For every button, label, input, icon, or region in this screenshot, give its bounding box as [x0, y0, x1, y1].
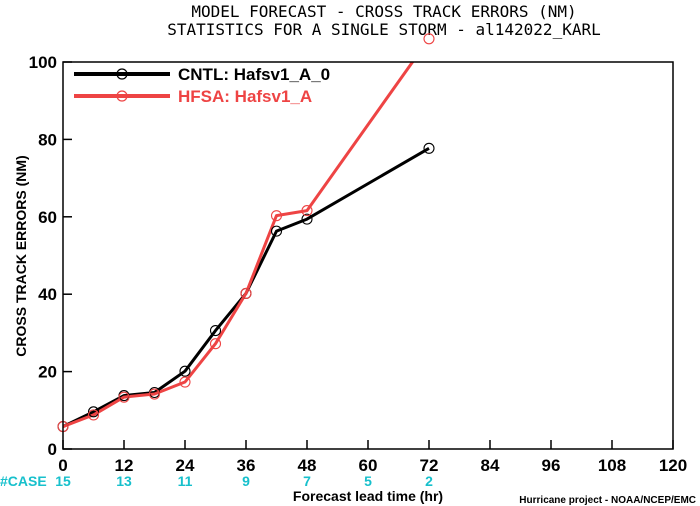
chart-title-line2: STATISTICS FOR A SINGLE STORM - al142022…: [167, 20, 600, 39]
x-tick-label: 120: [659, 456, 687, 475]
x-tick-label: 108: [598, 456, 626, 475]
series-line-cntl: [63, 147, 430, 428]
y-tick-label: 80: [38, 130, 57, 149]
case-count: 9: [242, 473, 250, 489]
x-tick-label: 12: [115, 456, 134, 475]
chart-title-line1: MODEL FORECAST - CROSS TRACK ERRORS (NM): [191, 2, 576, 21]
x-tick-label: 96: [542, 456, 561, 475]
plot-frame: [62, 61, 674, 450]
x-tick-label: 60: [359, 456, 378, 475]
case-count-row: #CASE 15 13 11 9 7 5 2: [0, 473, 433, 489]
data-point-cntl: [301, 213, 313, 225]
case-label: #CASE: [0, 473, 47, 489]
series-line-hfsa: [63, 62, 415, 429]
y-tick-label: 40: [38, 285, 57, 304]
x-tick-label: 36: [237, 456, 256, 475]
y-tick-label: 100: [29, 53, 57, 72]
x-axis-ticks: 0 12 24 36 48 60 72 84 96 108 120: [58, 440, 687, 475]
x-tick-label: 0: [58, 456, 67, 475]
case-count: 5: [364, 473, 372, 489]
legend-marker-cntl: [116, 68, 128, 80]
data-point-hfsa: [240, 287, 252, 299]
x-tick-label: 48: [298, 456, 317, 475]
y-tick-label: 60: [38, 208, 57, 227]
data-point-hfsa: [148, 388, 161, 400]
case-count: 15: [55, 473, 71, 489]
legend-label-hfsa: HFSA: Hafsv1_A: [178, 87, 312, 106]
series-layer: [63, 62, 430, 429]
x-tick-label: 72: [420, 456, 439, 475]
data-point-hfsa: [423, 33, 435, 45]
case-count: 11: [178, 473, 193, 489]
y-tick-label: 20: [38, 363, 57, 382]
data-point-cntl: [179, 365, 191, 377]
x-tick-label: 24: [176, 456, 195, 475]
case-count: 7: [303, 473, 311, 489]
data-point-cntl: [87, 406, 100, 418]
data-point-hfsa: [270, 210, 283, 222]
case-count: 13: [116, 473, 132, 489]
y-axis-label: CROSS TRACK ERRORS (NM): [13, 155, 29, 356]
legend-marker-hfsa: [116, 90, 128, 102]
legend: CNTL: Hafsv1_A_0 HFSA: Hafsv1_A: [74, 65, 330, 106]
data-point-cntl: [270, 225, 283, 237]
credit-text: Hurricane project - NOAA/NCEP/EMC: [519, 495, 696, 506]
data-point-hfsa: [179, 376, 191, 388]
data-point-cntl: [209, 325, 222, 337]
data-point-hfsa: [301, 205, 313, 217]
y-axis-ticks: 0 20 40 60 80 100: [29, 53, 72, 459]
case-count: 2: [425, 473, 433, 489]
legend-label-cntl: CNTL: Hafsv1_A_0: [178, 65, 330, 84]
y-tick-label: 0: [48, 440, 57, 459]
x-axis-label: Forecast lead time (hr): [293, 488, 443, 504]
data-point-hfsa: [209, 338, 222, 350]
data-point-hfsa: [87, 409, 100, 421]
data-point-hfsa: [118, 391, 130, 403]
data-point-cntl: [423, 142, 435, 154]
x-tick-label: 84: [481, 456, 500, 475]
